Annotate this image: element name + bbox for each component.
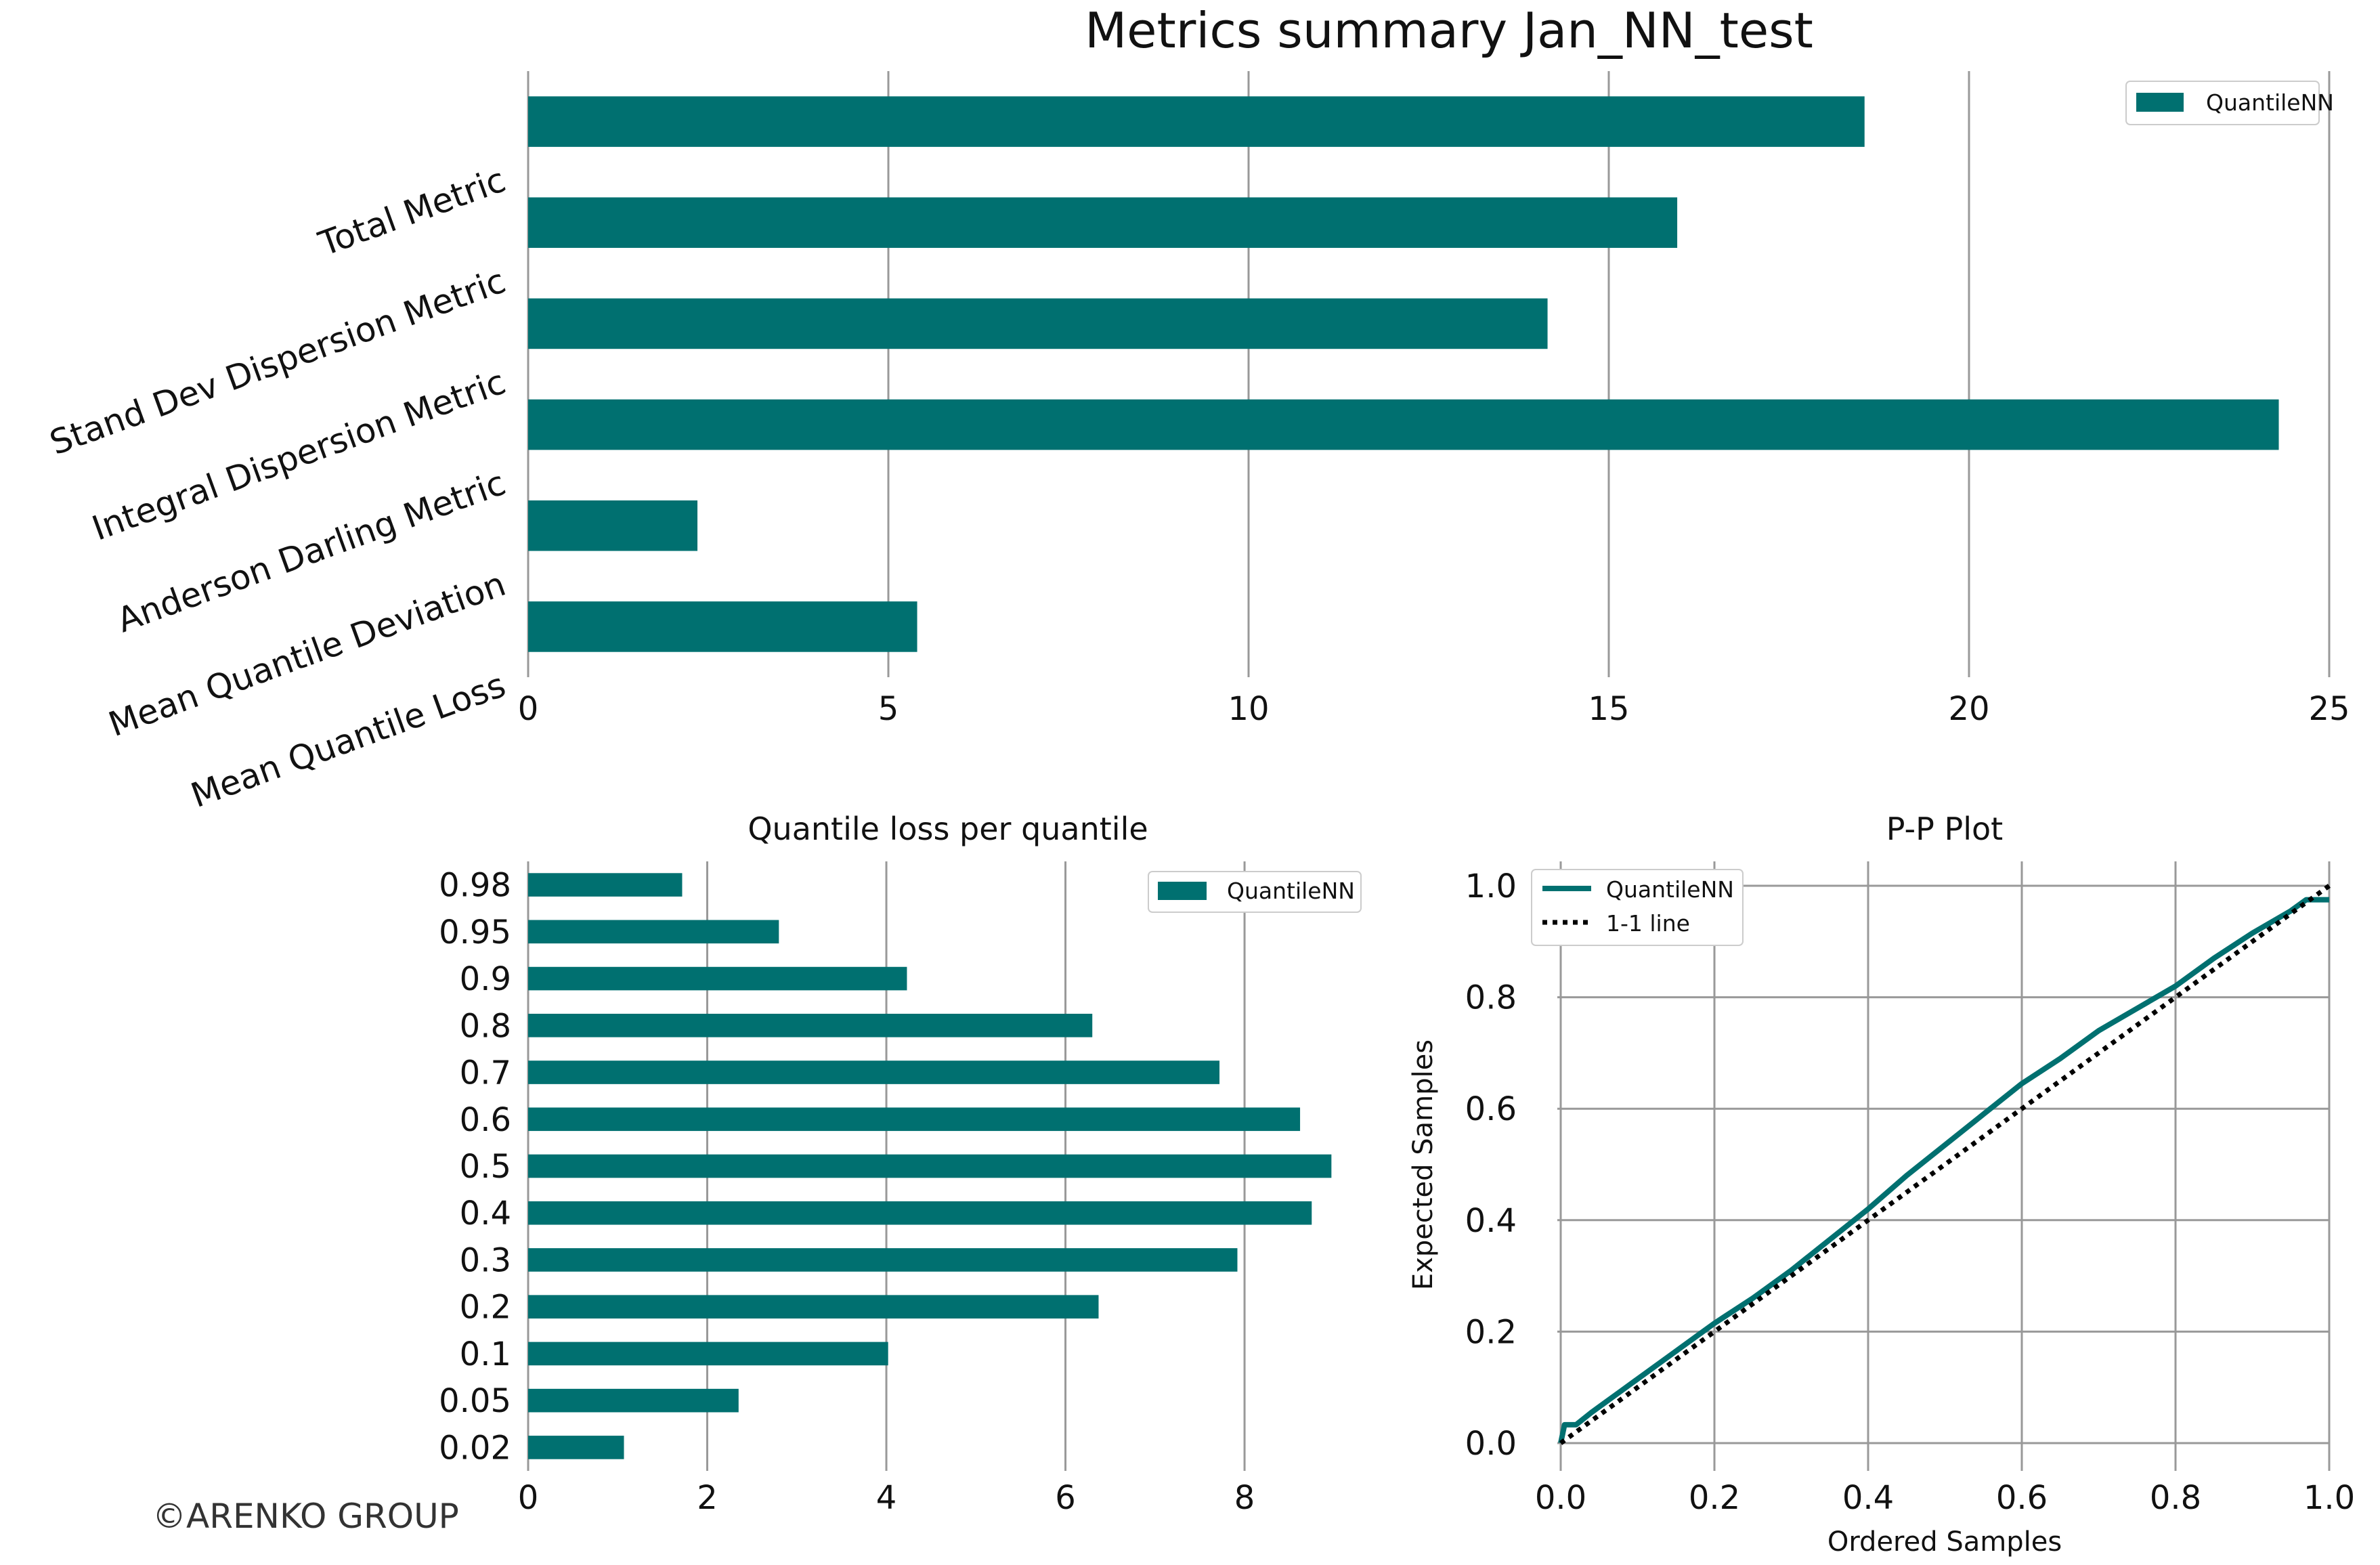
bar-total-metric [528, 96, 1865, 147]
x-tick-label: 2 [697, 1479, 718, 1517]
legend: QuantileNN 1-1 line [1531, 869, 1744, 946]
x-tick-label: 8 [1234, 1479, 1255, 1517]
legend: QuantileNN [1148, 871, 1362, 913]
bar-anderson-darling-metric [528, 399, 2279, 450]
x-tick-label: 10 [1228, 690, 1269, 728]
legend-label: 1-1 line [1606, 910, 1690, 937]
x-tick-label: 0.2 [1689, 1479, 1740, 1517]
legend-label: QuantileNN [2206, 89, 2334, 116]
x-tick-label: 0.6 [1996, 1479, 2048, 1517]
legend-swatch [2136, 93, 2184, 112]
x-tick-label: 15 [1588, 690, 1629, 728]
bar-q0.3 [528, 1248, 1238, 1272]
chart-title: Quantile loss per quantile [748, 811, 1148, 847]
bar-q0.8 [528, 1014, 1093, 1037]
x-tick-label: 0.4 [1842, 1479, 1894, 1517]
legend-swatch [1158, 882, 1207, 900]
bar-q0.98 [528, 873, 683, 897]
y-tick-label: Total Metric [313, 160, 511, 263]
y-tick-label: 0.05 [439, 1382, 511, 1420]
y-tick-label: 0.2 [460, 1289, 511, 1327]
bar-q0.5 [528, 1154, 1332, 1178]
pp-plot-chart: 0.0 0.2 0.4 0.6 0.8 1.0 0.0 0.2 0.4 0.6 0.8 1.0 P-P … [1408, 811, 2355, 1558]
y-tick-label: 0.8 [460, 1007, 511, 1045]
y-tick-label: 0.8 [1465, 979, 1517, 1017]
bar-stand-dev-dispersion-metric [528, 197, 1678, 249]
x-tick-label: 0.8 [2150, 1479, 2201, 1517]
y-tick-label: 0.02 [439, 1429, 511, 1467]
legend-label: QuantileNN [1606, 876, 1734, 903]
x-axis-label: Ordered Samples [1827, 1526, 2062, 1558]
y-tick-label: 0.6 [1465, 1090, 1517, 1128]
chart-title: Metrics summary Jan_NN_test [1085, 2, 1813, 59]
y-tick-label: 0.4 [460, 1195, 511, 1232]
bar-q0.2 [528, 1295, 1099, 1319]
quantile-loss-chart: 0 2 4 6 8 0.98 0.95 0.9 0.8 0.7 0.6 0.5 0.4 0.3 0.2 0.1… [439, 811, 1362, 1517]
x-tick-label: 25 [2308, 690, 2350, 728]
bar-mean-quantile-loss [528, 601, 917, 652]
y-tick-label: 0.95 [439, 914, 511, 951]
bar-q0.7 [528, 1060, 1220, 1084]
bar-q0.95 [528, 920, 779, 944]
x-tick-label: 0 [518, 690, 539, 728]
bar-mean-quantile-deviation [528, 500, 698, 551]
series-line-quantilenn [1558, 897, 2329, 1444]
legend: QuantileNN [2125, 81, 2334, 125]
bar-q0.4 [528, 1201, 1312, 1225]
y-tick-label: 0.7 [460, 1054, 511, 1092]
y-tick-label: 0.98 [439, 867, 511, 905]
y-tick-label: 0.6 [460, 1101, 511, 1139]
bar-q0.02 [528, 1436, 624, 1459]
chart-title: P-P Plot [1886, 811, 2003, 847]
x-tick-label: 5 [878, 690, 899, 728]
bar-q0.9 [528, 966, 907, 991]
y-tick-label: 0.1 [460, 1335, 511, 1373]
x-tick-label: 20 [1948, 690, 1989, 728]
y-axis-label: Expected Samples [1408, 1039, 1439, 1290]
y-tick-label: 0.5 [460, 1148, 511, 1186]
x-tick-label: 6 [1055, 1479, 1076, 1517]
x-tick-label: 0.0 [1535, 1479, 1586, 1517]
y-tick-label: 0.2 [1465, 1313, 1517, 1351]
y-tick-label: 0.3 [460, 1241, 511, 1279]
series-line-1-1 [1559, 884, 2331, 1445]
bar-q0.1 [528, 1342, 888, 1366]
bar-integral-dispersion-metric [528, 298, 1548, 349]
y-tick-label: 0.0 [1465, 1425, 1517, 1463]
y-tick-label: 0.4 [1465, 1202, 1517, 1240]
x-tick-label: 4 [876, 1479, 897, 1517]
y-tick-label: 1.0 [1465, 867, 1517, 905]
y-tick-label: 0.9 [460, 960, 511, 998]
legend-label: QuantileNN [1227, 878, 1355, 904]
legend-box [2125, 81, 2320, 125]
y-tick-label: Stand Dev Dispersion Metric [45, 261, 511, 463]
bar-q0.6 [528, 1107, 1301, 1132]
bar-q0.05 [528, 1388, 739, 1413]
x-tick-label: 1.0 [2303, 1479, 2355, 1517]
x-tick-label: 0 [518, 1479, 539, 1517]
watermark-text: ©ARENKO GROUP [152, 1497, 459, 1536]
